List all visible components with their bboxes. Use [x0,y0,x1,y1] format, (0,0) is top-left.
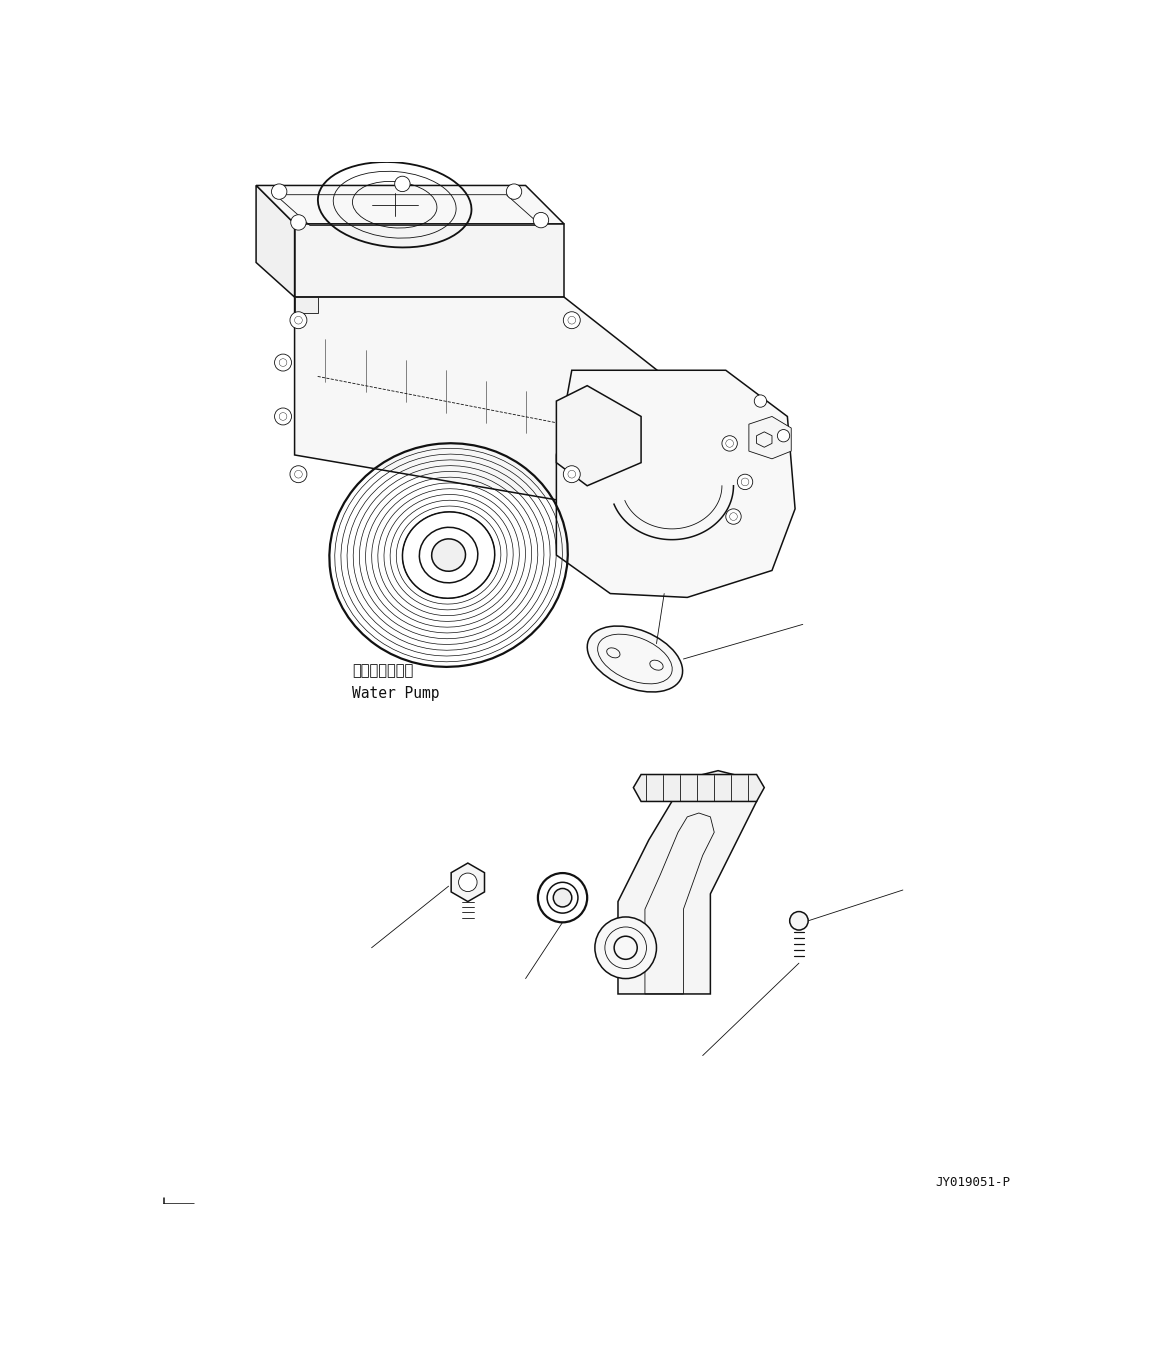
Circle shape [563,311,580,329]
Circle shape [291,215,306,230]
Circle shape [741,478,749,486]
Circle shape [294,471,302,478]
Circle shape [737,474,752,490]
Polygon shape [294,298,726,501]
Ellipse shape [554,889,572,907]
Polygon shape [294,298,317,313]
Circle shape [290,465,307,483]
Circle shape [279,413,287,421]
Circle shape [274,409,292,425]
Text: Water Pump: Water Pump [352,686,440,701]
Circle shape [394,176,411,192]
Circle shape [294,317,302,325]
Polygon shape [749,417,791,459]
Circle shape [568,317,576,325]
Circle shape [458,873,477,892]
Polygon shape [256,185,564,225]
Ellipse shape [431,538,465,571]
Circle shape [777,429,790,442]
Circle shape [726,509,741,524]
Polygon shape [256,185,294,298]
Ellipse shape [547,882,578,913]
Circle shape [271,184,287,199]
Circle shape [729,513,737,521]
Circle shape [726,440,734,448]
Polygon shape [556,386,641,486]
Polygon shape [294,225,564,298]
Circle shape [506,184,522,199]
Text: ウォータポンプ: ウォータポンプ [352,663,414,678]
Circle shape [290,311,307,329]
Circle shape [563,465,580,483]
Circle shape [568,471,576,478]
Polygon shape [634,774,764,801]
Ellipse shape [595,917,656,978]
Circle shape [274,354,292,371]
Circle shape [534,212,549,227]
Circle shape [279,359,287,367]
Polygon shape [618,771,757,994]
Polygon shape [451,863,485,901]
Text: JY019051-P: JY019051-P [936,1176,1011,1189]
Circle shape [755,395,766,407]
Circle shape [722,436,737,451]
Circle shape [790,912,808,930]
Ellipse shape [587,626,683,691]
Polygon shape [556,371,795,598]
Ellipse shape [538,873,587,923]
